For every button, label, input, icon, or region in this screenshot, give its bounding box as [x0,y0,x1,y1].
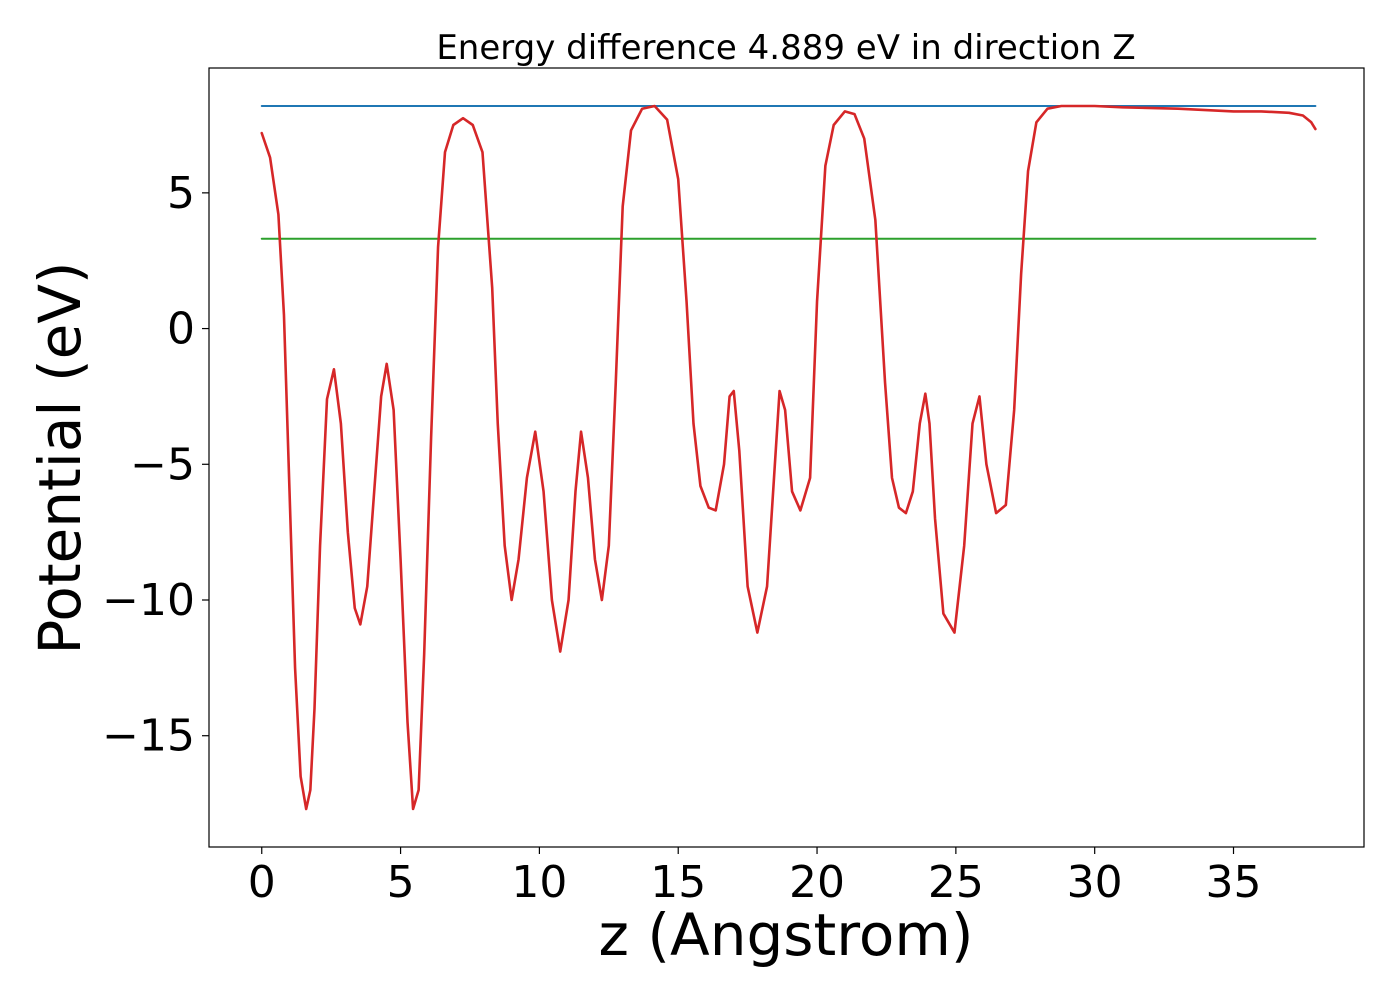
y-tick-label: 5 [167,168,195,219]
y-tick-label: −10 [102,575,195,626]
x-tick-label: 5 [387,857,415,908]
potential-curve [260,104,1317,811]
x-tick-label: 25 [928,857,984,908]
x-tick-label: 35 [1206,857,1262,908]
x-tick-label: 0 [248,857,276,908]
x-tick-label: 10 [511,857,567,908]
chart-title: Energy difference 4.889 eV in direction … [436,28,1135,68]
x-tick-label: 30 [1067,857,1123,908]
y-axis-label: Potential (eV) [26,261,94,654]
x-axis-label: z (Angstrom) [599,901,974,969]
x-tick-label: 20 [789,857,845,908]
x-tick-label: 15 [650,857,706,908]
plot-area-frame [208,67,1365,848]
y-tick-label: −5 [130,439,195,490]
y-tick-label: 0 [167,304,195,355]
series-layer [260,104,1317,811]
y-tick-label: −15 [102,711,195,762]
x-axis-ticks: 0 5 10 15 20 25 30 35 [248,847,1262,908]
y-axis-ticks: −15 −10 −5 0 5 [102,168,209,762]
